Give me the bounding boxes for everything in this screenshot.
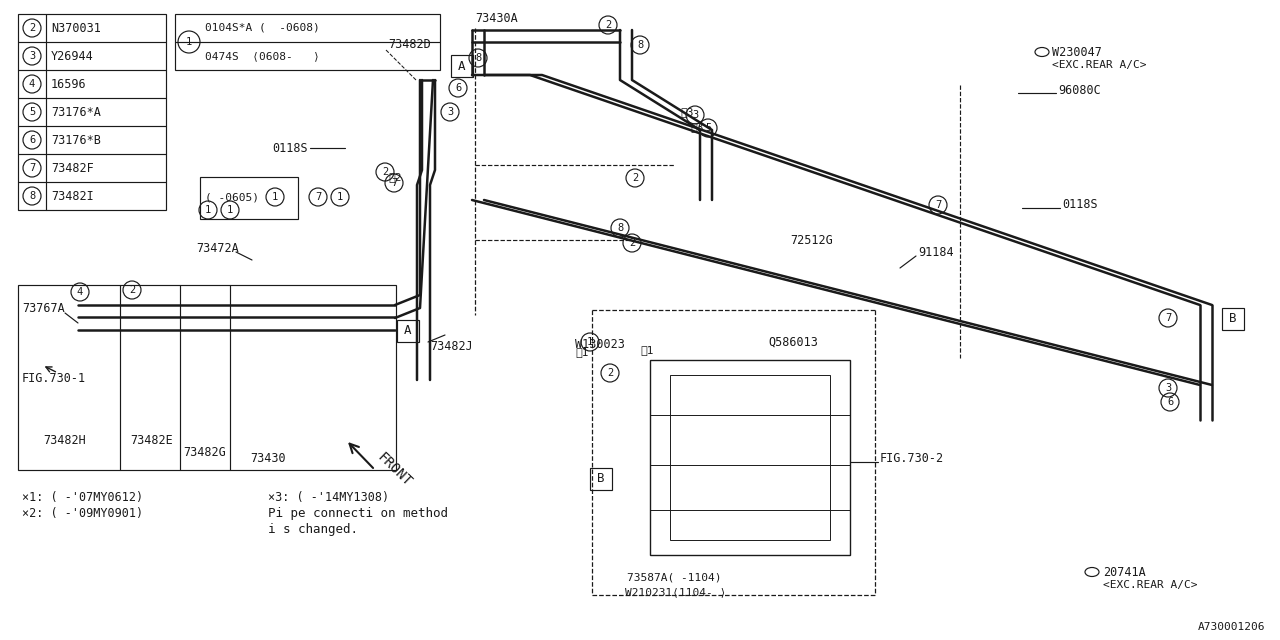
Text: 6: 6 (29, 135, 35, 145)
Text: ( -0605): ( -0605) (205, 193, 259, 203)
Text: 73482J: 73482J (430, 339, 472, 353)
Text: N370031: N370031 (51, 22, 101, 35)
Text: 1: 1 (586, 337, 593, 347)
Text: ※1: ※1 (640, 345, 654, 355)
Text: B: B (1229, 312, 1236, 326)
Text: FIG.730-1: FIG.730-1 (22, 371, 86, 385)
Text: 0118S: 0118S (1062, 198, 1098, 211)
Text: 5: 5 (29, 107, 35, 117)
Text: 2: 2 (605, 20, 611, 30)
Text: Y26944: Y26944 (51, 49, 93, 63)
Text: ※2: ※2 (388, 172, 402, 182)
Bar (18, 285, 396, 470)
Text: 8: 8 (637, 40, 643, 50)
Bar (451, 55, 474, 77)
Bar (397, 320, 419, 342)
Text: 73430: 73430 (250, 451, 285, 465)
Text: A: A (404, 324, 412, 337)
Text: 7: 7 (934, 200, 941, 210)
Text: 91184: 91184 (918, 246, 954, 259)
Text: 7: 7 (315, 192, 321, 202)
Text: 96080C: 96080C (1059, 83, 1101, 97)
Text: 73430A: 73430A (475, 12, 517, 24)
Text: 73482I: 73482I (51, 189, 93, 202)
Text: 2: 2 (29, 23, 35, 33)
Text: ※3: ※3 (680, 107, 694, 117)
Text: Q586013: Q586013 (768, 335, 818, 349)
Text: 8: 8 (29, 191, 35, 201)
Text: ※3: ※3 (690, 122, 704, 132)
Text: 73587A( -1104): 73587A( -1104) (627, 573, 722, 583)
Text: 2: 2 (381, 167, 388, 177)
Text: 2: 2 (129, 285, 136, 295)
Text: 73176*A: 73176*A (51, 106, 101, 118)
Text: W130023: W130023 (575, 339, 625, 351)
Text: Pi pe connecti on method: Pi pe connecti on method (268, 508, 448, 520)
Text: 2: 2 (632, 173, 639, 183)
Text: 73482G: 73482G (183, 445, 227, 458)
Text: 2: 2 (628, 238, 635, 248)
Text: FRONT: FRONT (374, 450, 413, 489)
Text: 5: 5 (705, 123, 712, 133)
Text: <EXC.REAR A/C>: <EXC.REAR A/C> (1052, 60, 1147, 70)
Text: A730001206: A730001206 (1198, 622, 1265, 632)
Text: W210231⟨1104- ⟩: W210231⟨1104- ⟩ (625, 587, 726, 597)
Text: 73472A: 73472A (196, 241, 239, 255)
Text: 1: 1 (337, 192, 343, 202)
Text: 1: 1 (205, 205, 211, 215)
Text: FIG.730-2: FIG.730-2 (881, 451, 945, 465)
Text: 3: 3 (447, 107, 453, 117)
Text: 3: 3 (29, 51, 35, 61)
Text: <EXC.REAR A/C>: <EXC.REAR A/C> (1103, 580, 1198, 590)
Text: 1: 1 (227, 205, 233, 215)
Text: 16596: 16596 (51, 77, 87, 90)
Text: ×3: ( -'14MY1308): ×3: ( -'14MY1308) (268, 492, 389, 504)
Text: 0104S*A (  -0608): 0104S*A ( -0608) (205, 23, 320, 33)
Text: 73482H: 73482H (44, 433, 86, 447)
Text: ×1: ( -'07MY0612): ×1: ( -'07MY0612) (22, 492, 143, 504)
Text: ×2: ( -'09MY0901): ×2: ( -'09MY0901) (22, 508, 143, 520)
Text: 7: 7 (390, 178, 397, 188)
Text: 73176*B: 73176*B (51, 134, 101, 147)
Text: A: A (458, 60, 466, 72)
Text: W230047: W230047 (1052, 45, 1102, 58)
Bar (175, 14, 440, 70)
Text: 72512G: 72512G (790, 234, 833, 246)
Bar (650, 360, 850, 555)
Bar (200, 177, 298, 219)
Text: 8: 8 (475, 53, 481, 63)
Text: 2: 2 (607, 368, 613, 378)
Bar (669, 375, 829, 540)
Text: 4: 4 (29, 79, 35, 89)
Text: 6: 6 (454, 83, 461, 93)
Text: 6: 6 (1167, 397, 1174, 407)
Text: 73482F: 73482F (51, 161, 93, 175)
Text: 8: 8 (617, 223, 623, 233)
Text: 7: 7 (29, 163, 35, 173)
Bar (590, 468, 612, 490)
Text: ※1: ※1 (575, 347, 589, 357)
Text: i s changed.: i s changed. (268, 524, 358, 536)
Text: 1: 1 (271, 192, 278, 202)
Text: 0474S  ⟨0608-   ⟩: 0474S ⟨0608- ⟩ (205, 51, 320, 61)
Bar (18, 14, 166, 210)
Bar (1222, 308, 1244, 330)
Text: 3: 3 (1165, 383, 1171, 393)
Text: 73767A: 73767A (22, 301, 65, 314)
Text: B: B (598, 472, 604, 486)
Text: 7: 7 (1165, 313, 1171, 323)
Text: 3: 3 (692, 110, 698, 120)
Text: 4: 4 (77, 287, 83, 297)
Text: 73482E: 73482E (131, 433, 173, 447)
Text: 20741A: 20741A (1103, 566, 1146, 579)
Text: 1: 1 (186, 37, 192, 47)
Text: 0118S: 0118S (273, 141, 307, 154)
Text: 73482D: 73482D (388, 38, 431, 51)
